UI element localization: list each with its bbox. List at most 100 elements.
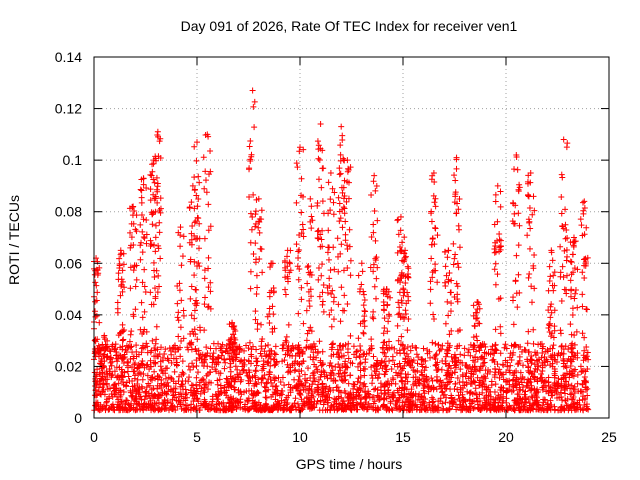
roti-point [398,377,405,384]
roti-point [209,398,216,405]
roti-point [401,234,408,241]
roti-point [381,307,388,314]
roti-point [156,351,163,358]
roti-point [123,397,130,404]
roti-point [158,405,165,412]
roti-point [434,376,441,383]
roti-point [417,401,424,408]
roti-point [232,336,239,343]
roti-point [252,308,259,315]
roti-point [261,371,268,378]
roti-point [253,358,260,365]
roti-point [140,175,147,182]
roti-point [207,168,214,175]
roti-point [516,353,523,360]
roti-point [342,390,349,397]
roti-point [347,257,354,264]
roti-point [138,299,145,306]
roti-point [442,360,449,367]
roti-point [117,344,124,351]
roti-point [461,345,468,352]
roti-point [152,222,159,229]
roti-point [449,401,456,408]
roti-point [144,343,151,350]
roti-point [249,213,256,220]
roti-point [430,396,437,403]
roti-point [358,260,365,267]
roti-point [314,384,321,391]
roti-point [193,348,200,355]
roti-point [549,360,556,367]
roti-point [177,344,184,351]
roti-point [295,310,302,317]
roti-point [305,263,312,270]
roti-point [478,342,485,349]
roti-point [543,356,550,363]
roti-point [546,278,553,285]
roti-point [486,388,493,395]
roti-point [380,401,387,408]
roti-point [137,406,144,413]
roti-point [119,321,126,328]
roti-point [570,394,577,401]
roti-point [138,212,145,219]
roti-point [577,388,584,395]
roti-point [308,328,315,335]
roti-point [317,121,324,128]
roti-point [583,305,590,312]
roti-point [285,347,292,354]
roti-point [451,396,458,403]
roti-point [581,231,588,238]
roti-point [421,400,428,407]
roti-point [196,263,203,270]
roti-point [252,240,259,247]
roti-point [370,221,377,228]
roti-point [521,391,528,398]
roti-point [291,367,298,374]
roti-point [106,395,113,402]
roti-point [325,227,332,234]
roti-point [427,286,434,293]
roti-point [168,376,175,383]
roti-point [428,255,435,262]
roti-point [432,362,439,369]
roti-point [446,269,453,276]
roti-point [454,283,461,290]
roti-point [120,355,127,362]
roti-point [186,374,193,381]
roti-point [445,247,452,254]
roti-point [205,201,212,208]
roti-point [457,401,464,408]
roti-point [263,394,270,401]
roti-point [497,237,504,244]
roti-point [323,383,330,390]
roti-point [435,404,442,411]
roti-point [336,373,343,380]
roti-point [196,354,203,361]
roti-point [500,388,507,395]
roti-point [309,344,316,351]
roti-point [190,387,197,394]
roti-point [457,386,464,393]
roti-point [553,380,560,387]
roti-point [581,377,588,384]
roti-point [400,258,407,265]
roti-point [548,389,555,396]
roti-point [442,283,449,290]
roti-point [574,304,581,311]
roti-point [298,192,305,199]
roti-point [335,387,342,394]
roti-point [541,378,548,385]
roti-point [494,271,501,278]
roti-point [516,181,523,188]
roti-point [271,374,278,381]
roti-point [315,176,322,183]
roti-point [427,278,434,285]
roti-point [254,320,261,327]
roti-point [325,210,332,217]
roti-point [248,151,255,158]
roti-point [325,256,332,263]
roti-point [292,366,299,373]
roti-point [272,351,279,358]
roti-point [525,364,532,371]
